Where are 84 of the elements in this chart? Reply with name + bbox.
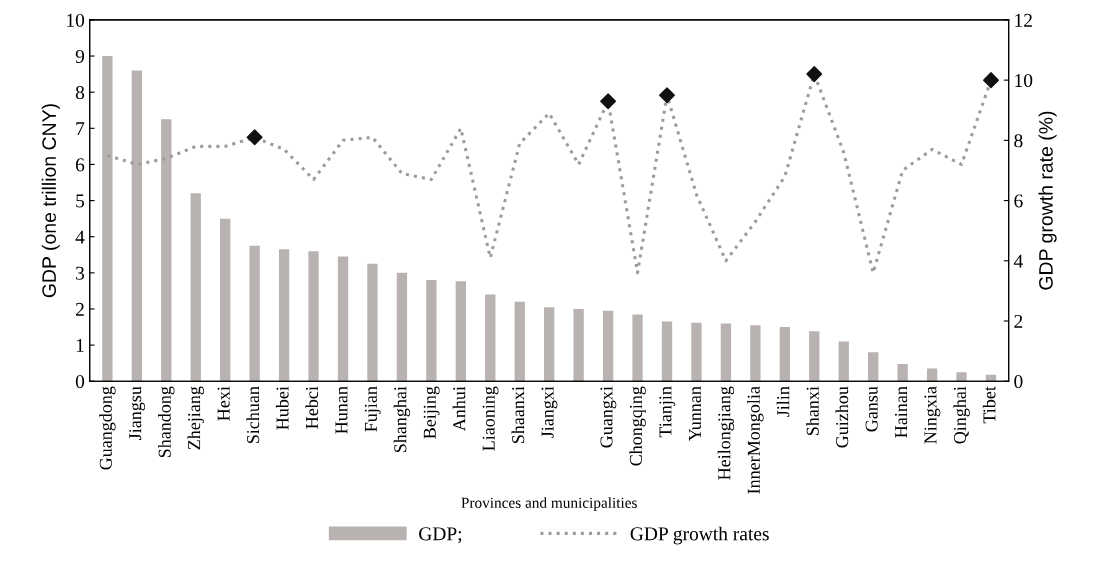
bar: [514, 301, 525, 382]
x-tick-label: Shaanxi: [511, 386, 525, 444]
bar: [897, 363, 908, 382]
y-tick-label: 8: [75, 85, 85, 100]
bar: [396, 272, 408, 382]
bar: [573, 308, 584, 382]
x-tick-label: Chongqing: [629, 386, 646, 466]
legend-label: GDP;: [419, 527, 462, 544]
x-tick-label: Qinghai: [953, 386, 970, 444]
y-tick-label: 7: [76, 122, 85, 136]
bar: [220, 218, 231, 382]
y-tick-label: 10: [67, 13, 85, 27]
bar: [161, 119, 172, 382]
x-tick-label: Sichuan: [246, 386, 260, 444]
y-tick-label: 3: [76, 266, 85, 280]
y-tick-label: 1: [76, 339, 84, 352]
y2-tick-label: 4: [1013, 254, 1023, 268]
x-tick-label: Zhejiang: [187, 386, 204, 450]
y2-tick-label: 10: [1015, 73, 1033, 88]
x-tick-label: Jiangxi: [541, 386, 558, 438]
x-tick-label: Tianjin: [659, 386, 676, 438]
bar: [426, 280, 437, 382]
bar: [691, 322, 702, 382]
x-tick-label: Ningxia: [924, 386, 941, 444]
bar: [868, 352, 879, 382]
x-tick-label: Jilin: [776, 386, 790, 417]
x-tick-label: Yunnan: [688, 386, 701, 442]
y2-tick-label: 12: [1015, 13, 1032, 27]
y-tick-label: 9: [75, 49, 85, 63]
bar: [838, 341, 849, 382]
bar: [190, 193, 201, 382]
bar: [367, 263, 378, 382]
y-axis-title: GDP (one trillion CNY): [41, 104, 60, 298]
x-axis-title: Provinces and municipalities: [461, 497, 637, 512]
x-tick-label: InnerMongolia: [747, 386, 764, 494]
x-tick-label: Shanxi: [806, 386, 819, 436]
x-tick-label: Heilongjiang: [717, 386, 735, 480]
y-tick-label: 0: [75, 375, 85, 389]
bar: [809, 331, 820, 382]
x-tick-label: Liaoning: [482, 386, 499, 451]
bar: [926, 368, 938, 382]
x-tick-label: Jiangsu: [129, 386, 146, 440]
bar: [102, 56, 113, 382]
x-tick-label: Hexi: [217, 386, 230, 421]
bar: [632, 314, 643, 382]
bar: [750, 325, 761, 382]
bar: [544, 307, 555, 382]
bar: [249, 245, 260, 382]
bar: [720, 323, 732, 382]
x-tick-label: Shandong: [158, 386, 175, 458]
bar: [455, 281, 466, 382]
x-tick-label: Gansu: [865, 386, 878, 432]
y-tick-label: 2: [75, 302, 84, 316]
y-tick-label: 5: [76, 194, 85, 208]
y-tick-label: 4: [75, 230, 85, 244]
x-tick-label: Hubei: [275, 386, 289, 430]
y2-tick-label: 8: [1014, 134, 1023, 148]
x-tick-label: Hainan: [895, 386, 908, 438]
bar: [985, 374, 997, 382]
bar: [308, 251, 319, 382]
y2-axis-title: GDP growth rate (%): [1038, 111, 1057, 290]
x-tick-label: Beijing: [423, 386, 440, 439]
bar: [956, 372, 967, 382]
bar: [337, 256, 349, 382]
bar: [661, 321, 673, 382]
y-tick-label: 6: [75, 158, 85, 172]
x-tick-label: Guangdong: [99, 386, 116, 470]
x-tick-label: Anhui: [452, 386, 466, 432]
bar: [485, 294, 496, 382]
y2-tick-label: 2: [1014, 314, 1023, 328]
x-tick-label: Shanghai: [393, 386, 411, 453]
x-tick-label: Fujian: [364, 386, 381, 432]
x-tick-label: Tibet: [982, 386, 996, 424]
y2-tick-label: 0: [1014, 375, 1023, 389]
x-tick-label: Guangxi: [600, 386, 617, 448]
bar: [602, 310, 614, 382]
legend-label: GDP growth rates: [630, 526, 769, 545]
x-tick-label: Hebci: [305, 386, 319, 429]
y2-tick-label: 6: [1014, 194, 1023, 208]
bar: [131, 70, 142, 382]
x-tick-label: Hunan: [335, 386, 348, 434]
bar: [779, 327, 790, 382]
x-tick-label: Guizhou: [835, 386, 849, 448]
bar: [278, 249, 290, 382]
